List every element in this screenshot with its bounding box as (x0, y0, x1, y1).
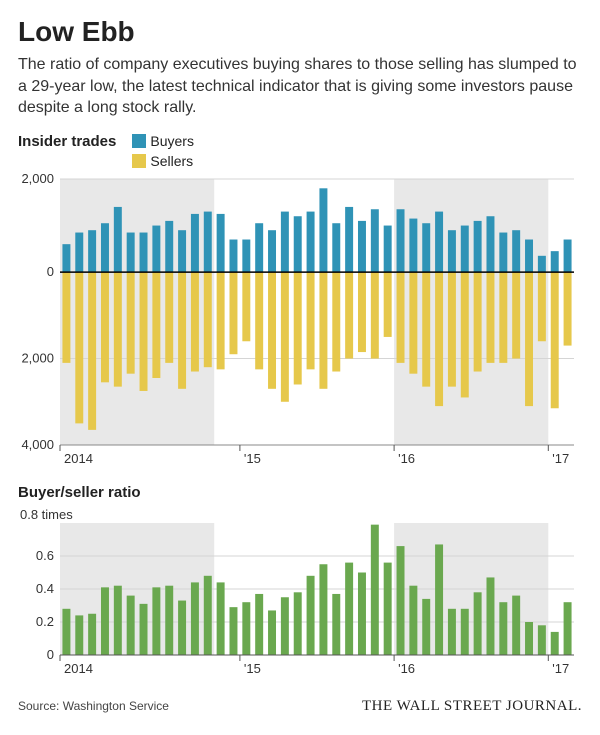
buyers-swatch (132, 134, 146, 148)
headline: Low Ebb (18, 16, 582, 48)
svg-text:0.6: 0.6 (36, 548, 54, 563)
svg-text:0.2: 0.2 (36, 614, 54, 629)
svg-text:4,000: 4,000 (21, 437, 54, 452)
insider-trades-title: Insider trades (18, 133, 116, 150)
svg-text:'15: '15 (244, 451, 261, 466)
sellers-swatch (132, 154, 146, 168)
svg-text:'16: '16 (398, 451, 415, 466)
legend-buyers: Buyers (132, 133, 194, 149)
brand: THE WALL STREET JOURNAL. (362, 698, 582, 715)
svg-text:2014: 2014 (64, 451, 93, 466)
subhead: The ratio of company executives buying s… (18, 54, 582, 119)
footer: Source: Washington Service THE WALL STRE… (18, 698, 582, 715)
ratio-title: Buyer/seller ratio (18, 484, 582, 501)
svg-text:0.8 times: 0.8 times (20, 507, 73, 522)
svg-text:'17: '17 (552, 451, 569, 466)
svg-text:'17: '17 (552, 661, 569, 676)
legend-sellers: Sellers (132, 153, 193, 169)
svg-text:'15: '15 (244, 661, 261, 676)
svg-text:2,000: 2,000 (21, 350, 54, 365)
legend-sellers-label: Sellers (150, 153, 193, 169)
svg-text:2,000: 2,000 (21, 173, 54, 186)
insider-trades-chart: 0 2,000 2,000 4,000 2014 '15 '16 '17 (18, 173, 580, 473)
svg-text:'16: '16 (398, 661, 415, 676)
svg-text:0: 0 (47, 647, 54, 662)
ratio-section: Buyer/seller ratio 0.8 times 0 0.2 0.4 0.6 20… (18, 484, 582, 688)
svg-text:0: 0 (47, 264, 54, 279)
ratio-chart: 0.8 times 0 0.2 0.4 0.6 2014 '15 '16 '17 (18, 503, 580, 683)
svg-text:0.4: 0.4 (36, 581, 54, 596)
legend-buyers-label: Buyers (150, 133, 194, 149)
source-line: Source: Washington Service (18, 699, 169, 713)
insider-trades-section: Insider trades Buyers Insider trades Sel… (18, 133, 582, 478)
svg-text:2014: 2014 (64, 661, 93, 676)
